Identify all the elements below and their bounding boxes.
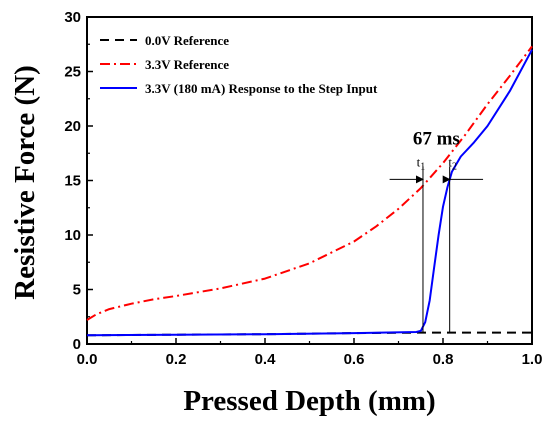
y-tick-label: 25	[64, 64, 81, 81]
x-tick-label: 0.4	[255, 351, 277, 368]
t2-label: t2	[448, 154, 457, 172]
interval-label: 67 ms	[413, 129, 460, 150]
tick-labels: 0.0 0.2 0.4 0.6 0.8 1.0 0 5 10 15 20 25 30	[64, 9, 542, 368]
series-layer	[86, 45, 533, 337]
annotation-layer: 67 ms t1 t2	[389, 129, 484, 333]
y-axis-title: Resistive Force (N)	[9, 65, 41, 300]
y-tick-label: 20	[64, 118, 81, 135]
legend-label-2: 3.3V (180 mA) Response to the Step Input	[145, 81, 378, 96]
y-tick-label: 10	[64, 227, 81, 244]
x-tick-label: 0.2	[166, 351, 187, 368]
legend-label-0: 0.0V Reference	[145, 33, 229, 48]
x-tick-label: 1.0	[522, 351, 543, 368]
y-tick-label: 5	[73, 282, 81, 299]
series-line-1	[86, 45, 533, 321]
x-tick-label: 0.8	[433, 351, 454, 368]
t1-label: t1	[417, 154, 426, 172]
y-tick-label: 15	[64, 173, 81, 190]
legend-label-1: 3.3V Reference	[145, 57, 229, 72]
x-tick-label: 0.6	[344, 351, 365, 368]
x-axis-title: Pressed Depth (mm)	[183, 385, 435, 417]
x-tick-label: 0.0	[77, 351, 98, 368]
axis-ticks	[86, 16, 533, 345]
y-tick-label: 30	[64, 9, 81, 26]
series-line-2	[86, 49, 533, 337]
legend: 0.0V Reference 3.3V Reference 3.3V (180 mA…	[100, 33, 378, 96]
y-tick-label: 0	[73, 336, 81, 353]
